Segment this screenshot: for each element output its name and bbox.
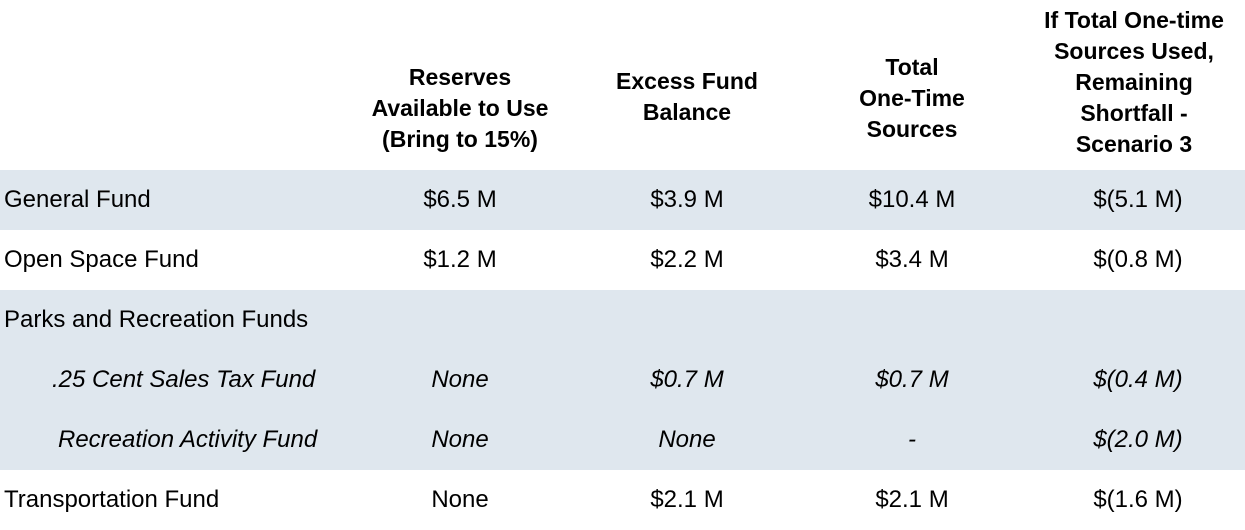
table-row: Open Space Fund $1.2 M $2.2 M $3.4 M $(0… [0, 230, 1245, 290]
row-label: .25 Cent Sales Tax Fund [52, 366, 316, 393]
table-row: Recreation Activity Fund None None - $(2… [0, 410, 1245, 470]
row-group-label: Parks and Recreation Funds [4, 306, 309, 333]
total-one-time-sources-value: $10.4 M [868, 186, 956, 213]
total-one-time-sources-value: $2.1 M [875, 486, 949, 513]
excess-fund-balance-value: $2.1 M [650, 486, 724, 513]
total-one-time-sources-value: $3.4 M [875, 246, 949, 273]
table-header: Reserves Available to Use (Bring to 15%)… [0, 0, 1245, 168]
column-header-total-one-time-sources: Total One-Time Sources [859, 53, 965, 142]
excess-fund-balance-value: $0.7 M [650, 366, 724, 393]
excess-fund-balance-value: None [658, 426, 716, 453]
column-header-excess-fund-balance: Excess Fund Balance [616, 68, 758, 125]
row-label: Recreation Activity Fund [58, 426, 318, 453]
reserves-value: None [431, 366, 489, 393]
remaining-shortfall-value: $(5.1 M) [1093, 186, 1183, 213]
table-row: Transportation Fund None $2.1 M $2.1 M $… [0, 470, 1245, 530]
reserves-value: $6.5 M [423, 186, 497, 213]
row-label: Transportation Fund [4, 486, 220, 513]
row-label: Open Space Fund [4, 246, 199, 273]
excess-fund-balance-value: $2.2 M [650, 246, 724, 273]
reserves-value: None [431, 486, 489, 513]
reserves-value: None [431, 426, 489, 453]
remaining-shortfall-value: $(0.4 M) [1093, 366, 1183, 393]
remaining-shortfall-value: $(0.8 M) [1093, 246, 1183, 273]
excess-fund-balance-value: $3.9 M [650, 186, 724, 213]
column-header-reserves: Reserves Available to Use (Bring to 15%) [371, 63, 549, 152]
total-one-time-sources-value: $0.7 M [875, 366, 949, 393]
reserves-value: $1.2 M [423, 246, 497, 273]
table-group-row: Parks and Recreation Funds [0, 290, 1245, 350]
table-row: .25 Cent Sales Tax Fund None $0.7 M $0.7… [0, 350, 1245, 410]
column-header-remaining-shortfall: If Total One-time Sources Used, Remainin… [1044, 6, 1224, 157]
remaining-shortfall-value: $(1.6 M) [1093, 486, 1183, 513]
table-row: General Fund $6.5 M $3.9 M $10.4 M $(5.1… [0, 170, 1245, 230]
row-label: General Fund [4, 186, 151, 213]
remaining-shortfall-value: $(2.0 M) [1093, 426, 1183, 453]
total-one-time-sources-value: - [908, 426, 916, 453]
